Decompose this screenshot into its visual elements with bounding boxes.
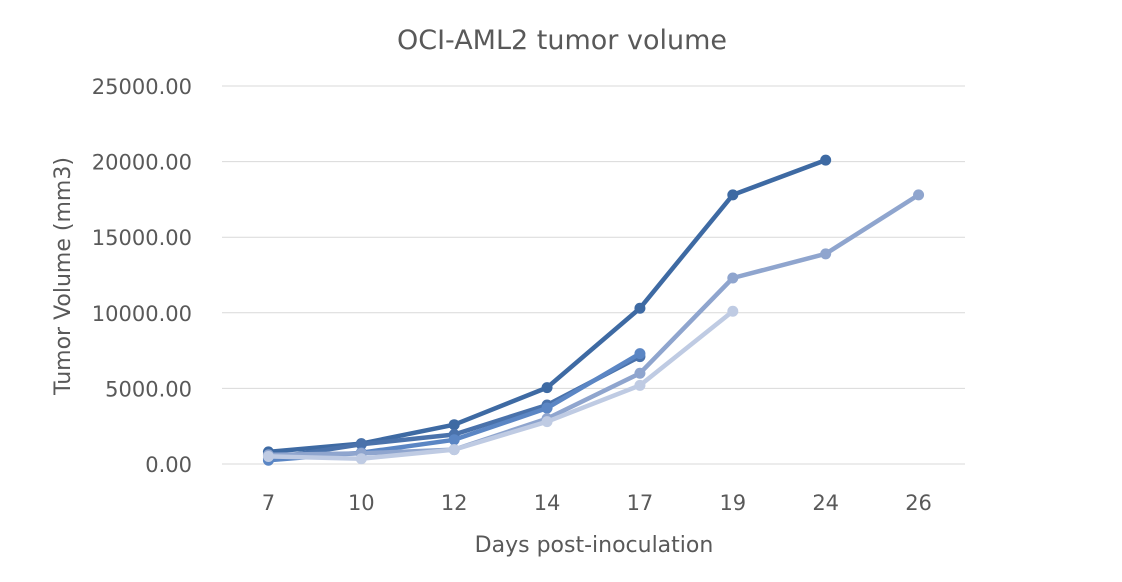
- series-5: [262, 305, 739, 465]
- series-4: [262, 189, 925, 461]
- data-point: [634, 348, 646, 360]
- x-axis-title: Days post-inoculation: [475, 533, 714, 558]
- chart-title: OCI-AML2 tumor volume: [397, 25, 727, 56]
- x-tick-label: 14: [534, 491, 561, 515]
- data-point: [541, 382, 553, 394]
- series-line-4: [266, 192, 921, 458]
- data-point: [634, 379, 646, 391]
- y-axis-title: Tumor Volume (mm3): [51, 157, 76, 396]
- data-point: [355, 453, 367, 465]
- x-axis-tick-labels: 7 10 12 14 17 19 24 26: [262, 491, 932, 515]
- y-tick-label: 15000.00: [92, 226, 192, 250]
- x-tick-label: 12: [441, 491, 468, 515]
- y-tick-label: 10000.00: [92, 302, 192, 326]
- series-line-5: [266, 309, 736, 461]
- data-point: [634, 367, 646, 379]
- x-tick-label: 7: [262, 491, 275, 515]
- data-point: [448, 419, 460, 431]
- data-point: [820, 248, 832, 260]
- data-point: [913, 189, 925, 201]
- y-tick-label: 20000.00: [92, 151, 192, 175]
- data-point: [727, 272, 739, 284]
- y-tick-label: 5000.00: [105, 377, 192, 401]
- data-point: [355, 438, 367, 450]
- data-point: [262, 450, 274, 462]
- x-tick-label: 26: [905, 491, 932, 515]
- x-tick-label: 17: [627, 491, 654, 515]
- y-tick-label: 0.00: [145, 453, 192, 477]
- data-point: [727, 305, 739, 317]
- data-point: [820, 154, 832, 166]
- gridlines: [222, 85, 965, 465]
- data-point: [541, 402, 553, 414]
- data-point: [727, 189, 739, 201]
- data-series: [262, 154, 925, 466]
- x-tick-label: 19: [719, 491, 746, 515]
- data-point: [541, 416, 553, 428]
- x-tick-label: 24: [812, 491, 839, 515]
- y-tick-label: 25000.00: [92, 75, 192, 99]
- y-axis-tick-labels: 0.00 5000.00 10000.00 15000.00 20000.00 25000…: [92, 75, 192, 477]
- x-tick-label: 10: [348, 491, 375, 515]
- data-point: [634, 302, 646, 314]
- data-point: [448, 444, 460, 456]
- data-point: [448, 434, 460, 446]
